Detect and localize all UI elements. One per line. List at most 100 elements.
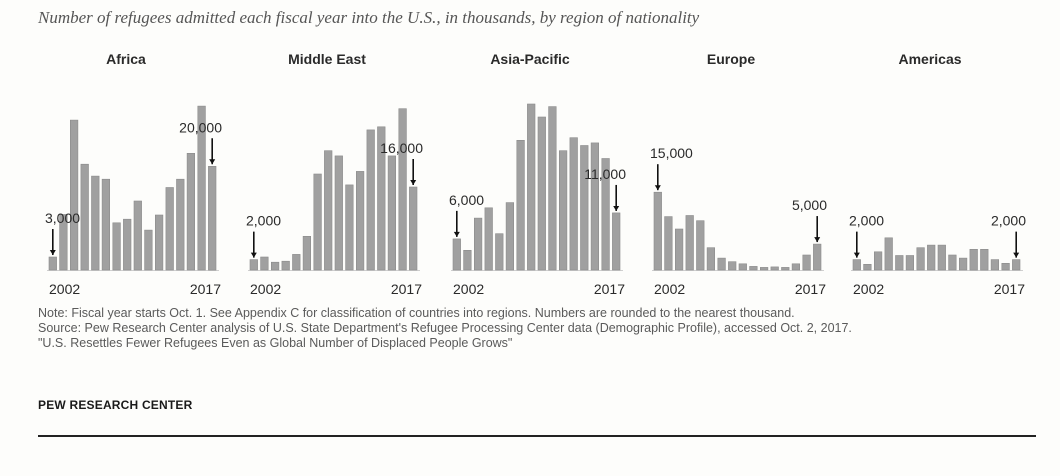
asia-pacific-start-label: 6,000: [449, 192, 484, 208]
bottom-rule: [38, 435, 1036, 437]
africa-bar-2011: [144, 229, 153, 271]
americas-bar-2017: [1012, 259, 1021, 271]
europe-bar-2010: [738, 263, 747, 271]
asia-pacific-bar-2006: [495, 233, 504, 271]
europe-bar-2017: [813, 243, 822, 271]
americas-bar-2008: [916, 247, 925, 271]
europe-bar-2007: [706, 247, 715, 271]
africa-tick-end: 2017: [190, 281, 221, 297]
africa-bar-2014: [176, 178, 185, 271]
africa-bar-2007: [101, 178, 110, 271]
africa-bar-2013: [165, 187, 174, 271]
report-title: "U.S. Resettles Fewer Refugees Even as G…: [38, 336, 513, 350]
asia-pacific-bar-2007: [505, 202, 515, 271]
europe-bar-2009: [728, 261, 737, 271]
africa-bar-2006: [91, 175, 100, 271]
europe-bar-2012: [759, 267, 769, 271]
americas-bar-2002: [852, 259, 861, 271]
asia-pacific-bar-2011: [548, 106, 557, 271]
middle-east-bar-2016: [398, 108, 407, 271]
americas-bar-2011: [948, 254, 957, 271]
africa-bar-2010: [133, 200, 142, 271]
europe-start-label: 15,000: [650, 145, 693, 161]
africa-bar-2004: [70, 119, 79, 271]
americas-panel-title: Americas: [898, 51, 961, 67]
americas-bar-2006: [895, 255, 904, 271]
europe-start-arrowhead: [654, 185, 661, 191]
africa-tick-start: 2002: [49, 281, 80, 297]
middle-east-bar-2010: [334, 155, 343, 271]
africa-bar-2009: [123, 218, 132, 271]
middle-east-start-label: 2,000: [246, 213, 281, 229]
asia-pacific-bar-2004: [473, 217, 483, 271]
americas-bar-2010: [937, 244, 946, 271]
americas-bar-2013: [969, 249, 978, 271]
americas-bar-2004: [873, 251, 883, 271]
americas-tick-end: 2017: [994, 281, 1025, 297]
asia-pacific-start-arrowhead: [453, 231, 460, 237]
europe-bar-2014: [781, 267, 790, 271]
asia-pacific-bar-2005: [484, 207, 493, 271]
americas-end-label: 2,000: [991, 213, 1026, 229]
middle-east-bar-2011: [345, 184, 354, 271]
europe-bar-2011: [749, 266, 758, 271]
small-multiples-chart: Africa 3,000 20,000 2002 2017 Middle East 2,00…: [45, 51, 1026, 297]
europe-end-arrowhead: [814, 237, 821, 243]
brand-logo: PEW RESEARCH CENTER: [38, 398, 193, 412]
middle-east-bar-2009: [324, 150, 333, 271]
europe-bar-2003: [664, 216, 673, 271]
europe-bar-2008: [717, 257, 726, 271]
middle-east-end-label: 16,000: [380, 140, 423, 156]
europe-bar-2006: [696, 220, 705, 271]
asia-pacific-bar-2002: [452, 238, 461, 271]
africa-bar-2002: [48, 256, 57, 271]
americas-bar-2003: [863, 263, 872, 271]
asia-pacific-end-label: 11,000: [584, 166, 626, 182]
asia-pacific-bar-2013: [569, 137, 578, 271]
europe-tick-start: 2002: [654, 281, 685, 297]
middle-east-bar-2007: [302, 236, 312, 271]
americas-bar-2009: [927, 244, 936, 271]
middle-east-bar-2012: [355, 171, 365, 271]
middle-east-bar-2015: [387, 155, 397, 271]
americas-bar-2014: [980, 249, 989, 271]
europe-end-label: 5,000: [792, 197, 827, 213]
asia-pacific-panel-title: Asia-Pacific: [490, 51, 570, 67]
europe-bar-2004: [674, 228, 684, 271]
africa-end-arrowhead: [209, 159, 216, 165]
middle-east-panel-title: Middle East: [288, 51, 366, 67]
middle-east-bar-2004: [270, 261, 280, 271]
africa-bar-2016: [197, 105, 206, 271]
americas-start-label: 2,000: [849, 213, 884, 229]
africa-bar-2005: [80, 163, 89, 271]
middle-east-bar-2014: [377, 126, 386, 271]
middle-east-bar-2017: [409, 186, 418, 271]
middle-east-bar-2003: [260, 256, 269, 271]
africa-bar-2017: [208, 166, 217, 271]
middle-east-bar-2006: [292, 254, 301, 271]
middle-east-tick-end: 2017: [391, 281, 422, 297]
asia-pacific-bar-2008: [516, 140, 525, 271]
americas-bar-2007: [905, 255, 914, 271]
source-text: Source: Pew Research Center analysis of …: [38, 321, 852, 335]
africa-bar-2003: [59, 214, 68, 271]
africa-start-arrowhead: [49, 250, 56, 256]
middle-east-tick-start: 2002: [250, 281, 281, 297]
europe-bar-2005: [685, 215, 694, 271]
asia-pacific-bar-2003: [463, 250, 472, 271]
africa-bar-2008: [112, 222, 121, 271]
asia-pacific-bar-2017: [612, 212, 621, 271]
asia-pacific-tick-end: 2017: [594, 281, 625, 297]
middle-east-bar-2008: [313, 173, 322, 271]
africa-bar-2012: [155, 214, 164, 271]
americas-bar-2005: [884, 237, 893, 271]
americas-bar-2016: [1001, 262, 1010, 271]
asia-pacific-bar-2010: [537, 116, 546, 271]
asia-pacific-bar-2009: [527, 103, 536, 271]
europe-bar-2002: [653, 191, 662, 271]
europe-bar-2015: [791, 263, 800, 271]
europe-panel-title: Europe: [707, 51, 755, 67]
africa-panel-title: Africa: [106, 51, 146, 67]
africa-start-label: 3,000: [45, 210, 80, 226]
americas-bar-2012: [958, 257, 968, 271]
